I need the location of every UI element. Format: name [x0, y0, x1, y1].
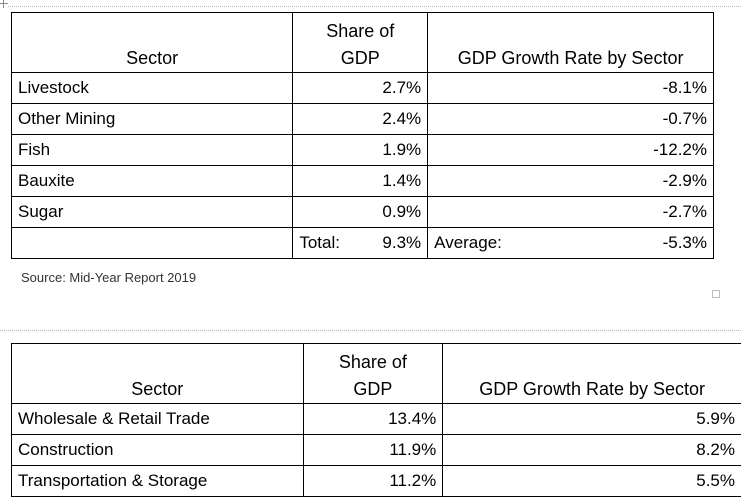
growth-value: -2.9% [428, 166, 714, 197]
growth-value: -0.7% [428, 104, 714, 135]
source-note: Source: Mid-Year Report 2019 [21, 270, 196, 285]
share-value: 11.9% [303, 435, 443, 466]
empty-cell [12, 228, 293, 259]
margin-guide-mid [0, 330, 741, 331]
growth-value: -12.2% [428, 135, 714, 166]
sector-name: Wholesale & Retail Trade [12, 404, 304, 435]
table-row: Bauxite 1.4% -2.9% [12, 166, 714, 197]
table-total-row: Total: 9.3% Average: -5.3% [12, 228, 714, 259]
sector-name: Construction [12, 435, 304, 466]
share-value: 13.4% [303, 404, 443, 435]
total-cell: Total: 9.3% [293, 228, 428, 259]
table-row: Transportation & Storage 11.2% 5.5% [12, 466, 741, 497]
header-growth-rate: GDP Growth Rate by Sector [443, 344, 741, 404]
sector-name: Fish [12, 135, 293, 166]
sector-name: Livestock [12, 73, 293, 104]
table-row: Construction 11.9% 8.2% [12, 435, 741, 466]
header-sector: Sector [12, 13, 293, 73]
share-value: 11.2% [303, 466, 443, 497]
sector-name: Sugar [12, 197, 293, 228]
share-value: 2.7% [293, 73, 428, 104]
share-value: 0.9% [293, 197, 428, 228]
sector-name: Other Mining [12, 104, 293, 135]
header-sector: Sector [12, 344, 304, 404]
sector-name: Bauxite [12, 166, 293, 197]
table-row: Livestock 2.7% -8.1% [12, 73, 714, 104]
share-value: 1.9% [293, 135, 428, 166]
growth-value: 5.5% [443, 466, 741, 497]
resize-handle-icon[interactable] [712, 290, 720, 298]
table-row: Fish 1.9% -12.2% [12, 135, 714, 166]
average-cell: Average: -5.3% [428, 228, 714, 259]
share-value: 1.4% [293, 166, 428, 197]
table-anchor-icon[interactable] [0, 0, 8, 8]
table-row: Sugar 0.9% -2.7% [12, 197, 714, 228]
average-label: Average: [434, 233, 502, 253]
total-value: 9.3% [382, 233, 421, 253]
margin-guide-top [8, 6, 741, 7]
growth-value: -2.7% [428, 197, 714, 228]
table-row: Other Mining 2.4% -0.7% [12, 104, 714, 135]
growth-value: -8.1% [428, 73, 714, 104]
share-value: 2.4% [293, 104, 428, 135]
average-value: -5.3% [663, 233, 707, 253]
growth-value: 8.2% [443, 435, 741, 466]
sector-name: Transportation & Storage [12, 466, 304, 497]
growth-value: 5.9% [443, 404, 741, 435]
header-growth-rate: GDP Growth Rate by Sector [428, 13, 714, 73]
total-label: Total: [299, 233, 340, 253]
table-row: Wholesale & Retail Trade 13.4% 5.9% [12, 404, 741, 435]
